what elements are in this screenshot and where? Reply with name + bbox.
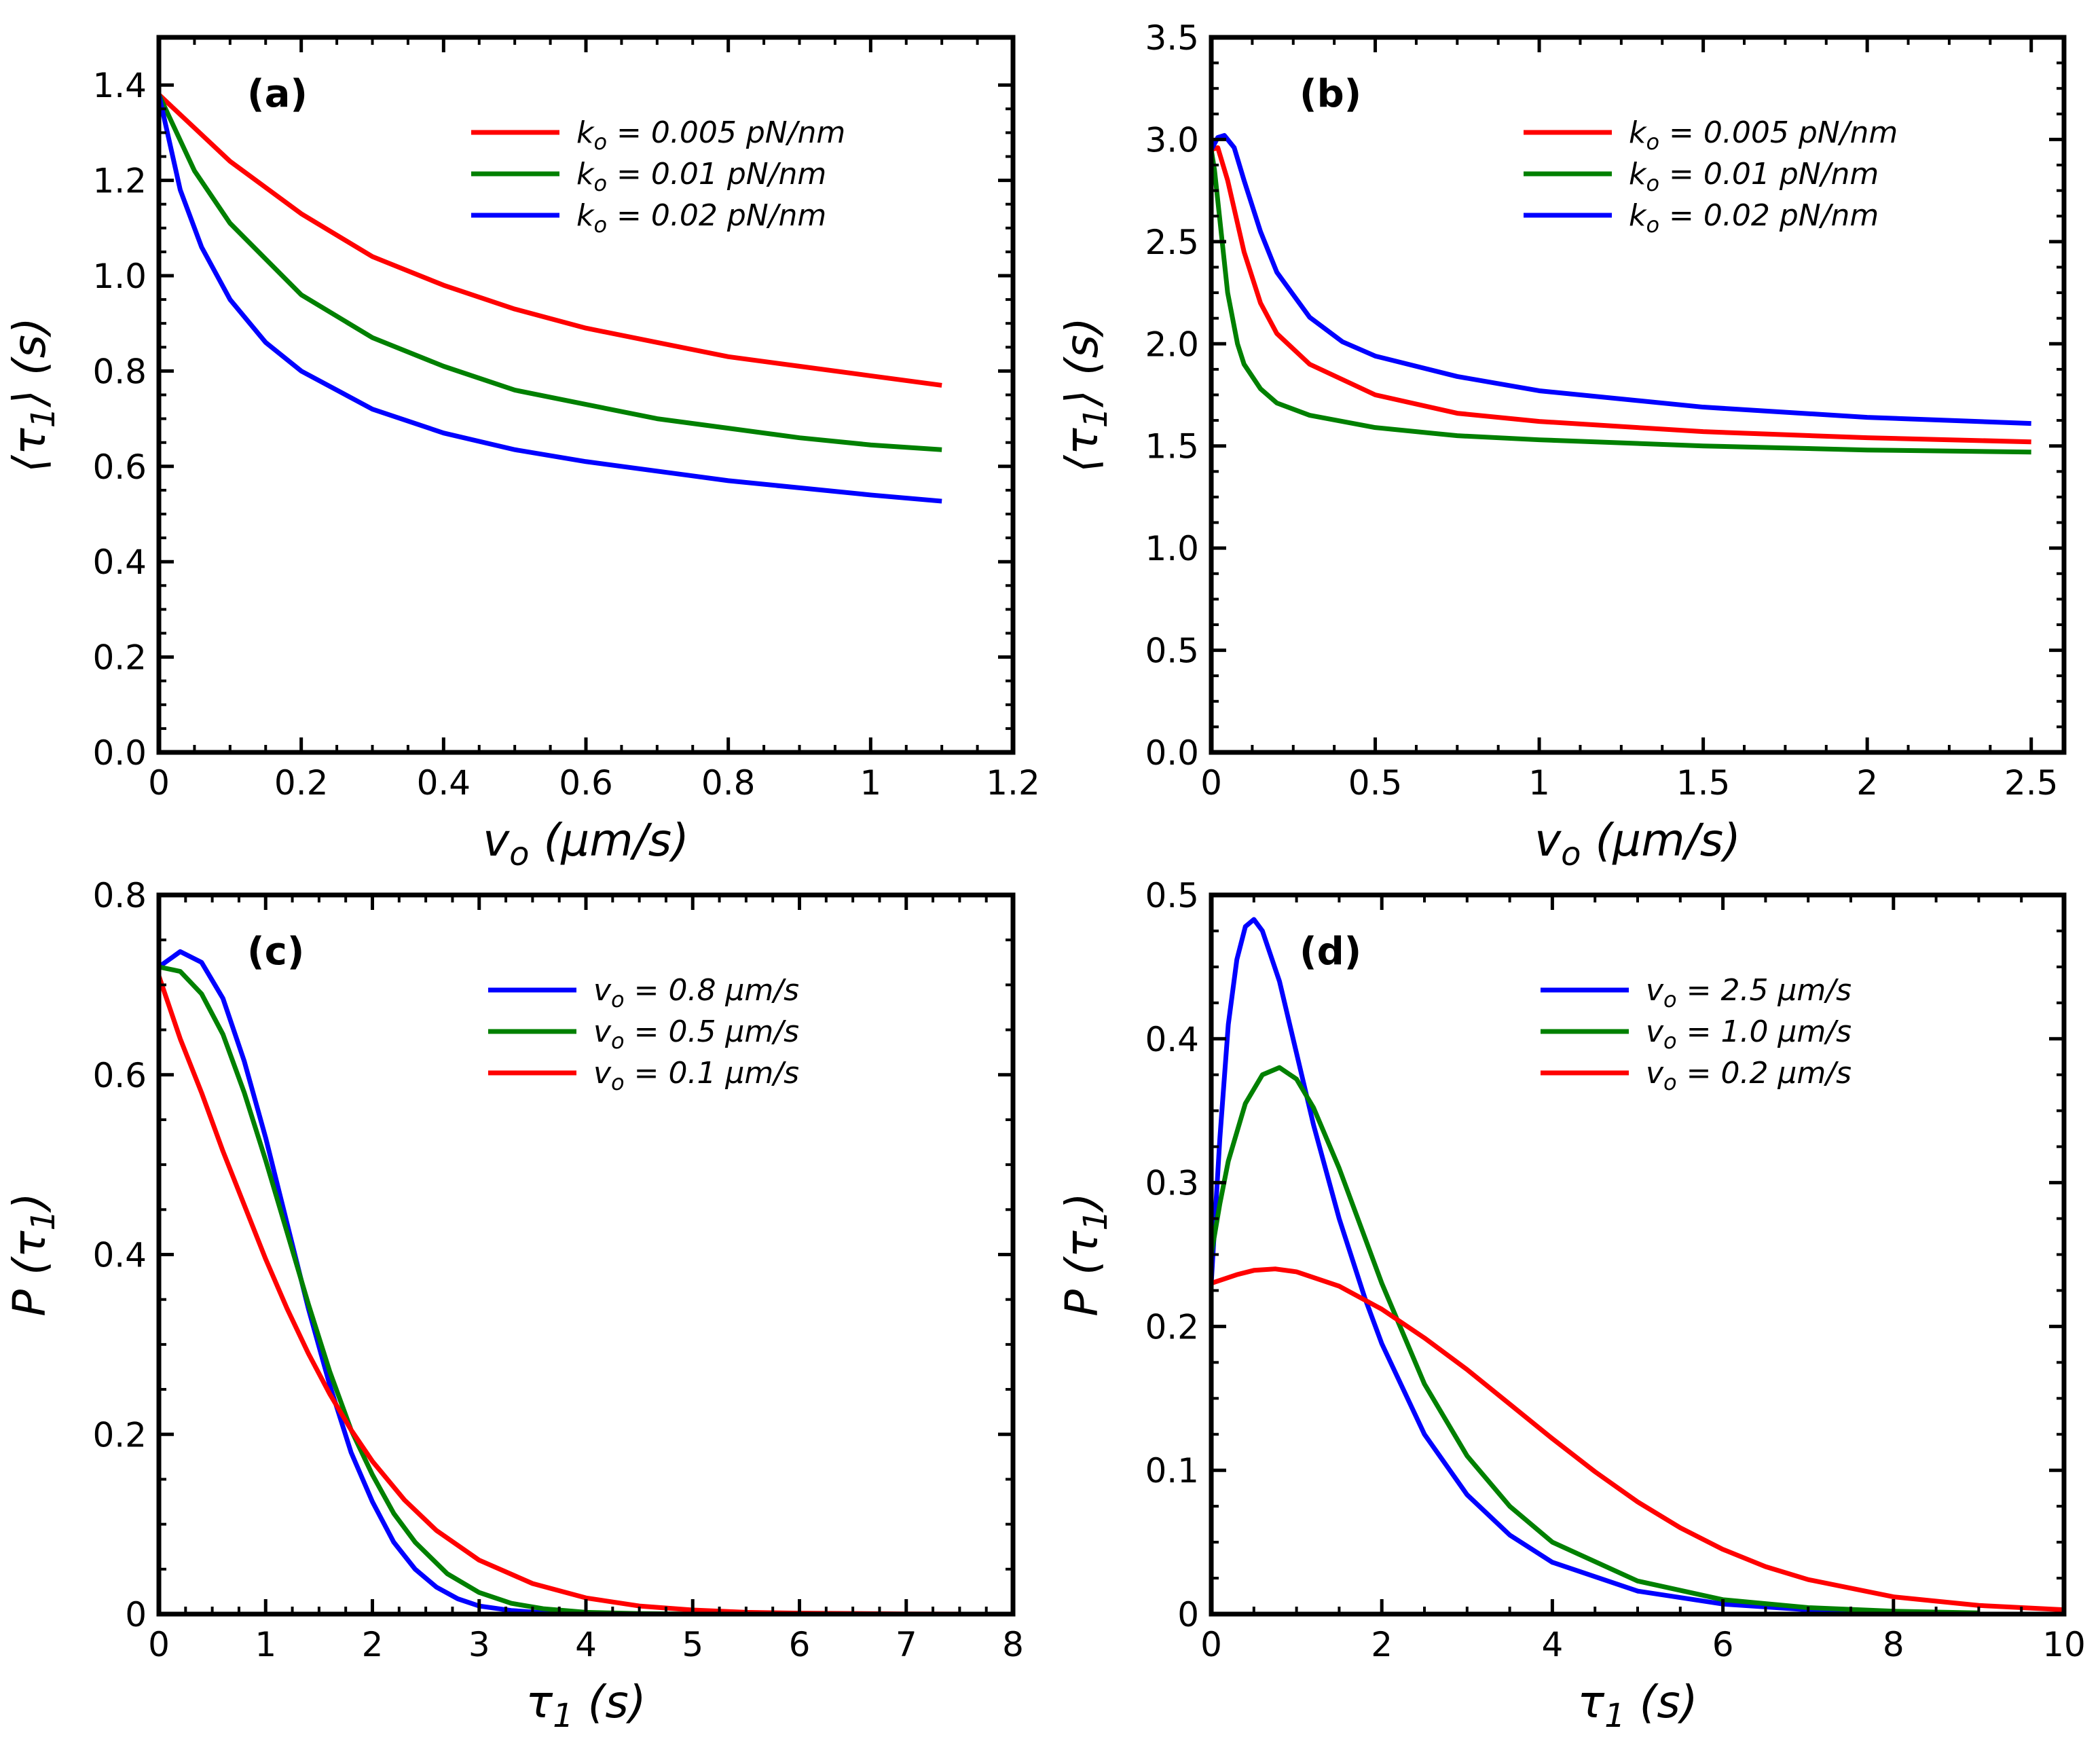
- x-axis-label-c: τ1 (s): [526, 1676, 646, 1735]
- series-line-b-2: [1211, 149, 2031, 455]
- y-tick-label-a: 0.8: [92, 352, 147, 391]
- x-tick-label-d: 8: [1883, 1625, 1904, 1664]
- panel-a: 0 0.2 0.4 0.6 0.8 1 1.2 0.0 0.2 0.4 0.6 0.8 1.0 1.2 1.…: [3, 35, 1040, 873]
- legend-label-b-3: ko = 0.02 pN/nm: [1629, 198, 1879, 238]
- y-tick-label-d: 0.4: [1145, 1020, 1199, 1059]
- x-tick-label-c: 2: [362, 1625, 384, 1664]
- x-tick-label-b: 1.5: [1676, 763, 1731, 803]
- y-tick-label-b: 1.5: [1145, 427, 1199, 467]
- series-line-a-2: [159, 93, 942, 452]
- x-tick-label-c: 4: [575, 1625, 597, 1664]
- y-axis-label-b: ⟨τ1⟩ (s): [1056, 317, 1115, 473]
- y-tick-label-a: 1.2: [92, 162, 147, 201]
- y-tick-label-a: 0.4: [92, 543, 147, 582]
- series-line-d-3: [1211, 1266, 2064, 1613]
- legend-label-a-3: ko = 0.02 pN/nm: [576, 198, 826, 238]
- x-tick-label-b: 0.5: [1348, 763, 1403, 803]
- x-tick-label-d: 6: [1712, 1625, 1734, 1664]
- y-tick-label-b: 3.5: [1145, 18, 1199, 58]
- y-tick-label-b: 2.0: [1145, 325, 1199, 364]
- x-tick-label-c: 7: [896, 1625, 917, 1664]
- x-tick-label-d: 0: [1200, 1625, 1222, 1664]
- legend-label-d-1: vo = 2.5 μm/s: [1646, 973, 1852, 1012]
- x-tick-label-d: 10: [2042, 1625, 2086, 1664]
- y-tick-label-b: 3.0: [1145, 120, 1199, 160]
- panel-b: 0 0.5 1 1.5 2 2.5 0.0 0.5 1.0 1.5 2.0 2.5 3.0 3.5 vo (…: [1056, 18, 2067, 873]
- y-axis-label-d: P (τ1): [1056, 1192, 1115, 1317]
- panel-c: 0 1 2 3 4 5 6 7 8 0 0.2 0.4 0.6 0.8 τ1 (s) P (τ1) (c) vo …: [3, 876, 1024, 1735]
- series-line-a-1: [159, 92, 942, 388]
- series-line-b-3: [1211, 132, 2031, 426]
- legend-label-d-3: vo = 0.2 μm/s: [1646, 1056, 1852, 1095]
- x-tick-label-b: 0: [1200, 763, 1222, 803]
- x-tick-label-c: 0: [148, 1625, 170, 1664]
- y-tick-label-a: 0.0: [92, 733, 147, 773]
- plot-frame-d: [1209, 892, 2067, 1617]
- x-tick-label-a: 1: [860, 763, 881, 803]
- x-tick-label-c: 5: [682, 1625, 703, 1664]
- legend-label-b-1: ko = 0.005 pN/nm: [1629, 115, 1898, 155]
- x-tick-label-b: 2: [1856, 763, 1878, 803]
- legend-label-a-2: ko = 0.01 pN/nm: [576, 157, 826, 196]
- y-tick-label-b: 0.0: [1145, 733, 1199, 773]
- x-tick-label-c: 3: [468, 1625, 490, 1664]
- y-tick-label-a: 1.4: [92, 66, 147, 105]
- x-axis-label-b: vo (μm/s): [1534, 814, 1741, 873]
- y-axis-label-a: ⟨τ1⟩ (s): [3, 317, 62, 473]
- series-line-d-1: [1211, 917, 1979, 1614]
- y-tick-label-b: 1.0: [1145, 529, 1199, 568]
- x-axis-label-a: vo (μm/s): [483, 814, 689, 873]
- panel-tag-b: (b): [1300, 72, 1361, 116]
- x-tick-label-a: 0.4: [417, 763, 471, 803]
- y-tick-label-d: 0.1: [1145, 1451, 1199, 1491]
- plot-frame-c: [156, 892, 1016, 1617]
- x-tick-label-a: 0.8: [701, 763, 756, 803]
- x-axis-label-d: τ1 (s): [1577, 1676, 1697, 1735]
- legend-label-b-2: ko = 0.01 pN/nm: [1629, 157, 1879, 196]
- y-tick-label-d: 0.2: [1145, 1307, 1199, 1347]
- x-tick-label-a: 0.6: [559, 763, 613, 803]
- y-tick-label-b: 2.5: [1145, 223, 1199, 262]
- y-tick-label-b: 0.5: [1145, 632, 1199, 671]
- series-line-a-3: [159, 94, 942, 504]
- legend-label-a-1: ko = 0.005 pN/nm: [576, 115, 845, 155]
- x-tick-label-d: 4: [1541, 1625, 1563, 1664]
- x-tick-label-b: 1: [1528, 763, 1550, 803]
- x-tick-label-d: 2: [1371, 1625, 1393, 1664]
- y-tick-label-d: 0.3: [1145, 1164, 1199, 1203]
- y-tick-label-a: 0.6: [92, 447, 147, 487]
- y-axis-label-c: P (τ1): [3, 1192, 62, 1317]
- y-tick-label-c: 0.8: [92, 876, 147, 915]
- y-tick-label-c: 0: [125, 1595, 147, 1634]
- series-line-c-2: [159, 964, 693, 1614]
- y-tick-label-c: 0.4: [92, 1236, 147, 1275]
- series-line-d-2: [1211, 1065, 1979, 1614]
- legend-label-d-2: vo = 1.0 μm/s: [1646, 1014, 1852, 1054]
- x-tick-label-c: 6: [789, 1625, 811, 1664]
- panel-tag-d: (d): [1300, 930, 1361, 974]
- x-tick-label-a: 1.2: [986, 763, 1040, 803]
- panel-tag-a: (a): [247, 72, 308, 116]
- y-tick-label-d: 0.5: [1145, 876, 1199, 915]
- panel-tag-c: (c): [247, 930, 304, 974]
- legend-label-c-2: vo = 0.5 μm/s: [593, 1014, 799, 1054]
- x-tick-label-c: 8: [1002, 1625, 1024, 1664]
- legend-label-c-1: vo = 0.8 μm/s: [593, 973, 799, 1012]
- y-tick-label-a: 1.0: [92, 257, 147, 296]
- y-tick-label-a: 0.2: [92, 638, 147, 678]
- x-tick-label-c: 1: [255, 1625, 276, 1664]
- series-line-b-1: [1211, 145, 2031, 445]
- x-tick-label-a: 0.2: [274, 763, 329, 803]
- x-tick-label-b: 2.5: [2004, 763, 2059, 803]
- y-tick-label-c: 0.2: [92, 1415, 147, 1455]
- y-tick-label-c: 0.6: [92, 1056, 147, 1095]
- y-tick-label-d: 0: [1177, 1595, 1199, 1634]
- panel-d: 0 2 4 6 8 10 0 0.1 0.2 0.3 0.4 0.5 τ1 (s) P (τ1) (d) vo…: [1056, 876, 2086, 1735]
- legend-label-c-3: vo = 0.1 μm/s: [593, 1056, 799, 1095]
- x-tick-label-a: 0: [148, 763, 170, 803]
